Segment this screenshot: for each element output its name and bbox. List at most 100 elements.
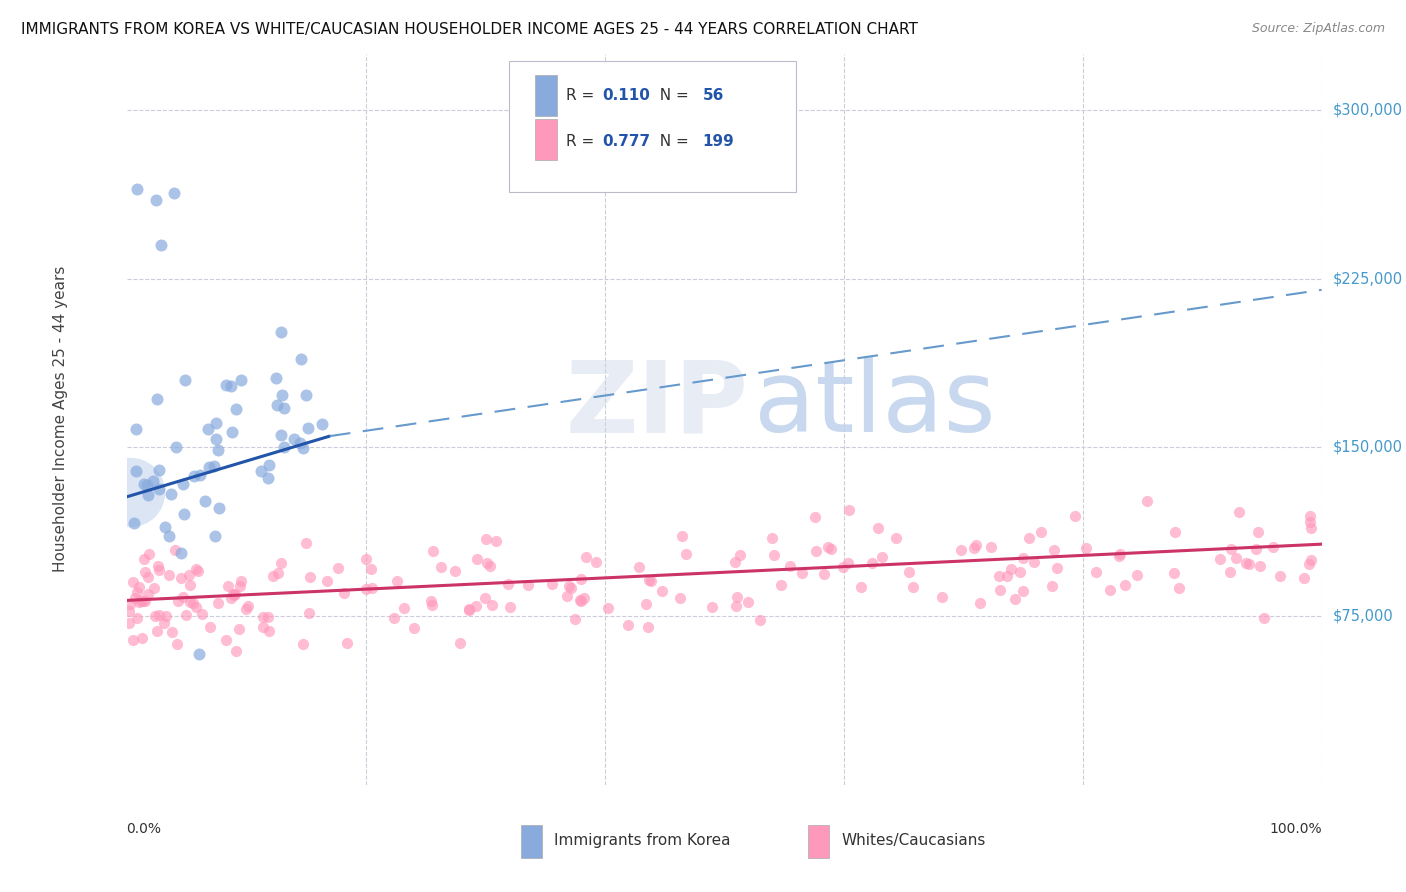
- Point: [557, 589, 579, 603]
- Point: [382, 610, 405, 624]
- Point: [1084, 565, 1107, 579]
- Point: [669, 591, 692, 605]
- Point: [295, 388, 318, 402]
- Point: [569, 593, 592, 607]
- Point: [969, 596, 991, 610]
- Point: [120, 485, 142, 500]
- Point: [262, 569, 284, 583]
- Point: [987, 569, 1010, 583]
- Text: R =: R =: [567, 134, 599, 149]
- Point: [145, 193, 167, 207]
- Point: [872, 550, 894, 565]
- Point: [183, 468, 205, 483]
- Point: [148, 558, 170, 573]
- Point: [148, 563, 170, 577]
- Point: [160, 625, 183, 640]
- Point: [163, 542, 186, 557]
- Point: [292, 441, 315, 455]
- Point: [1046, 560, 1069, 574]
- Point: [980, 541, 1002, 555]
- Point: [131, 593, 153, 607]
- Point: [569, 594, 592, 608]
- Point: [148, 482, 170, 496]
- Point: [725, 591, 748, 605]
- Point: [127, 584, 149, 599]
- Point: [1299, 553, 1322, 567]
- Point: [465, 552, 488, 566]
- Point: [749, 613, 772, 627]
- Point: [1247, 525, 1270, 540]
- Point: [1040, 579, 1063, 593]
- Point: [128, 595, 150, 609]
- Point: [153, 519, 176, 533]
- Point: [1298, 515, 1320, 529]
- Text: IMMIGRANTS FROM KOREA VS WHITE/CAUCASIAN HOUSEHOLDER INCOME AGES 25 - 44 YEARS C: IMMIGRANTS FROM KOREA VS WHITE/CAUCASIAN…: [21, 22, 918, 37]
- FancyBboxPatch shape: [509, 61, 796, 193]
- Point: [204, 416, 226, 430]
- Point: [1000, 562, 1022, 576]
- Point: [266, 399, 288, 413]
- Point: [295, 535, 318, 549]
- Point: [728, 548, 751, 562]
- Text: Whites/Caucasians: Whites/Caucasians: [841, 833, 986, 848]
- Point: [675, 547, 697, 561]
- Point: [404, 621, 426, 635]
- Point: [270, 428, 292, 442]
- Point: [181, 596, 204, 610]
- Point: [215, 633, 238, 648]
- Point: [617, 618, 640, 632]
- Point: [475, 532, 498, 546]
- Point: [868, 521, 890, 535]
- Point: [1163, 566, 1185, 580]
- Point: [1018, 531, 1040, 545]
- Point: [202, 458, 225, 473]
- Point: [198, 619, 221, 633]
- Text: atlas: atlas: [754, 356, 995, 453]
- Point: [179, 568, 201, 582]
- Point: [1220, 541, 1243, 556]
- Point: [884, 531, 907, 545]
- Point: [228, 579, 250, 593]
- Point: [131, 631, 153, 645]
- Point: [270, 326, 292, 340]
- Point: [122, 516, 145, 531]
- Point: [817, 541, 839, 555]
- Point: [499, 600, 522, 615]
- Point: [1012, 583, 1035, 598]
- Point: [1109, 547, 1132, 561]
- Point: [333, 586, 356, 600]
- Point: [173, 507, 195, 521]
- Point: [134, 565, 156, 579]
- Point: [422, 544, 444, 558]
- Point: [420, 598, 443, 612]
- Point: [143, 609, 166, 624]
- Point: [651, 583, 673, 598]
- Point: [197, 422, 219, 436]
- Point: [311, 417, 333, 431]
- Point: [146, 392, 169, 406]
- Point: [194, 494, 217, 508]
- Point: [184, 562, 207, 576]
- Point: [132, 594, 155, 608]
- Point: [1168, 582, 1191, 596]
- Point: [1108, 549, 1130, 564]
- Point: [250, 464, 273, 478]
- Bar: [536, 76, 557, 116]
- Point: [143, 581, 166, 595]
- Point: [207, 596, 229, 610]
- Point: [148, 607, 170, 622]
- Point: [360, 581, 382, 595]
- Point: [931, 591, 953, 605]
- Point: [188, 467, 211, 482]
- Point: [569, 572, 592, 586]
- Point: [574, 591, 596, 605]
- Point: [221, 425, 243, 439]
- Point: [354, 582, 377, 596]
- Point: [208, 501, 231, 516]
- Point: [516, 578, 538, 592]
- Point: [122, 632, 145, 647]
- Point: [118, 615, 141, 630]
- Point: [225, 401, 247, 416]
- Text: Householder Income Ages 25 - 44 years: Householder Income Ages 25 - 44 years: [53, 266, 69, 573]
- Point: [1298, 557, 1320, 571]
